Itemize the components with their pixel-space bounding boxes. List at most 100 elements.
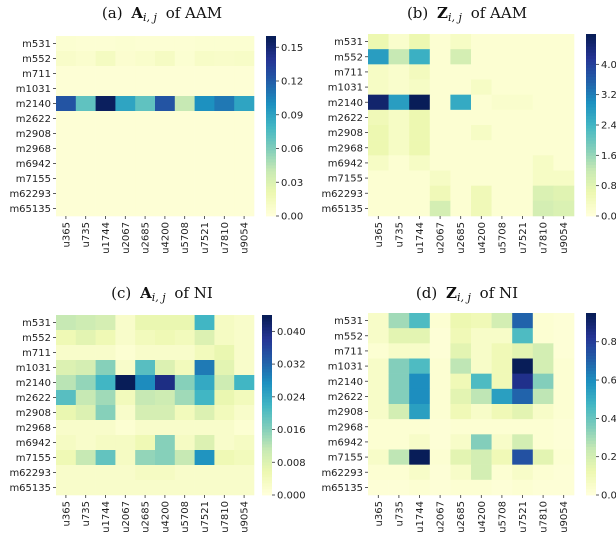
- panel-c-colorbar-segment: [262, 354, 272, 358]
- panel-a-cell-m711-u7810: [214, 66, 235, 82]
- panel-c-colorbar-segment: [262, 474, 272, 478]
- panel-c-colorbar-segment: [262, 453, 272, 457]
- panel-d-colorbar-segment: [586, 464, 596, 469]
- panel-a-colorbar-segment: [266, 156, 276, 160]
- panel-d-colorbar-segment: [586, 485, 596, 490]
- panel-d-cell-m531-u1744: [409, 313, 431, 329]
- panel-c-colorbar-segment: [262, 348, 272, 352]
- panel-d-cell-m6942-u4200: [471, 434, 492, 450]
- panel-d-cell-m7155-u2685: [450, 449, 472, 465]
- panel-a-cell-m2140-u2067: [115, 96, 136, 112]
- panel-d-cell-m1031-u4200: [471, 358, 492, 374]
- panel-c-colorbar-segment: [262, 366, 272, 370]
- panel-c-cell-m2622-u7521: [194, 390, 215, 406]
- panel-d-colorbar-label: 0.6: [601, 376, 616, 387]
- panel-b-cell-m1031-u7521: [512, 79, 534, 95]
- panel-a-colorbar-segment: [266, 99, 276, 103]
- panel-a-cell-m552-u1744: [95, 51, 116, 67]
- panel-a-cell-m552-u735: [75, 51, 96, 67]
- panel-c-cell-m2968-u2685: [135, 420, 156, 436]
- panel-c-colorbar-segment: [262, 390, 272, 394]
- panel-a-cell-m65135-u4200: [155, 201, 176, 217]
- panel-a-cell-m711-u2685: [135, 66, 156, 82]
- panel-d-colorbar-segment: [586, 410, 596, 414]
- panel-d-row-label: m7155: [328, 453, 363, 464]
- panel-c-cell-m65135-u2685: [135, 480, 156, 496]
- panel-c-cell-m2622-u365: [56, 390, 77, 406]
- panel-d-colorbar-segment: [586, 404, 596, 408]
- panel-a-colorbar-segment: [266, 120, 276, 124]
- panel-b-row-label: m1031: [328, 83, 363, 94]
- panel-a-colorbar-segment: [266, 63, 276, 67]
- panel-a-cell-m711-u7521: [194, 66, 215, 82]
- panel-a-colorbar-segment: [266, 87, 276, 91]
- panel-b-cell-m531-u4200: [471, 34, 492, 50]
- panel-a-cell-m531-u2685: [135, 36, 156, 52]
- panel-b-cell-m62293-u365: [368, 185, 389, 202]
- panel-c-cell-m62293-u365: [56, 465, 77, 481]
- panel-c-cell-m531-u2067: [115, 315, 136, 331]
- panel-c-colorbar-segment: [262, 369, 272, 373]
- panel-c-colorbar-segment: [262, 330, 272, 334]
- panel-b-cell-m531-u7521: [512, 34, 534, 50]
- panel-a-colorbar-segment: [266, 189, 276, 193]
- panel-a-cell-m7155-u4200: [155, 171, 176, 187]
- panel-a-cell-m2908-u7810: [214, 126, 235, 142]
- panel-a-colorbar-segment: [266, 51, 276, 55]
- panel-a-cell-m711-u2067: [115, 66, 136, 82]
- panel-c-colorbar-label: 0.032: [277, 360, 306, 371]
- panel-c-cell-m531-u365: [56, 315, 77, 331]
- panel-d-colorbar-segment: [586, 331, 596, 335]
- panel-b-colorbar-segment: [586, 140, 596, 144]
- panel-b-colorbar-segment: [586, 203, 596, 208]
- panel-b-colorbar-segment: [586, 206, 596, 211]
- panel-d-cell-m711-u735: [388, 343, 410, 359]
- panel-d-colorbar-segment: [586, 431, 596, 435]
- panel-a-colorbar-segment: [266, 69, 276, 73]
- panel-d-cell-m2140-u9054: [553, 373, 575, 390]
- panel-a-row-label: m6942: [16, 159, 51, 170]
- panel-a-cell-m2908-u735: [75, 126, 96, 142]
- panel-a-cell-m65135-u365: [56, 201, 77, 217]
- panel-a-cell-m1031-u5708: [174, 81, 195, 97]
- panel-b-colorbar-segment: [586, 70, 596, 74]
- panel-c-row-label: m2908: [16, 408, 51, 419]
- panel-b-cell-m2140-u7521: [512, 94, 534, 111]
- panel-c-colorbar-segment: [262, 423, 272, 427]
- panel-d-cell-m1031-u7810: [532, 358, 554, 374]
- panel-d-cell-m2968-u4200: [471, 419, 492, 435]
- panel-a-colorbar-segment: [266, 153, 276, 157]
- panel-d-cell-m2908-u2685: [450, 404, 472, 420]
- panel-b-cell-m7155-u7521: [512, 170, 534, 186]
- panel-c-cell-m552-u9054: [234, 330, 255, 346]
- panel-c-cell-m552-u1744: [95, 330, 116, 346]
- panel-b-cell-m6942-u1744: [409, 155, 431, 171]
- panel-a-row-label: m2968: [16, 144, 51, 155]
- panel-a-cell-m2968-u735: [75, 141, 96, 157]
- panel-b-row-label: m531: [334, 37, 363, 48]
- panel-c-colorbar-segment: [262, 396, 272, 400]
- panel-d-cell-m2908-u365: [368, 404, 389, 420]
- panel-d-cell-m711-u2067: [429, 343, 451, 359]
- panel-d-cell-m2140-u735: [388, 373, 410, 390]
- panel-c-colorbar-label: 0.008: [277, 458, 306, 469]
- panel-b-colorbar-label: 4.0: [601, 60, 616, 71]
- panel-a-cell-m65135-u5708: [174, 201, 195, 217]
- panel-d-colorbar-segment: [586, 419, 596, 423]
- panel-d-cell-m552-u4200: [471, 328, 492, 344]
- panel-d-cell-m531-u2067: [429, 313, 451, 329]
- panel-b-cell-m65135-u1744: [409, 200, 431, 217]
- panel-d-colorbar-segment: [586, 391, 596, 396]
- panel-b-row-label: m2908: [328, 128, 363, 139]
- panel-c-cell-m2968-u9054: [234, 420, 255, 436]
- panel-a-cell-m711-u1744: [95, 66, 116, 82]
- panel-d-cell-m2622-u5708: [491, 388, 513, 405]
- panel-b-colorbar-segment: [586, 82, 596, 86]
- panel-a-cell-m1031-u365: [56, 81, 77, 97]
- panel-c-row-label: m62293: [9, 468, 51, 479]
- panel-a-cell-m531-u9054: [234, 36, 255, 52]
- panel-b-cell-m2968-u2067: [429, 140, 451, 156]
- panel-b-cell-m2622-u735: [388, 109, 410, 126]
- panel-b-cell-m711-u2067: [429, 64, 451, 80]
- panel-a-cell-m65135-u735: [75, 201, 96, 217]
